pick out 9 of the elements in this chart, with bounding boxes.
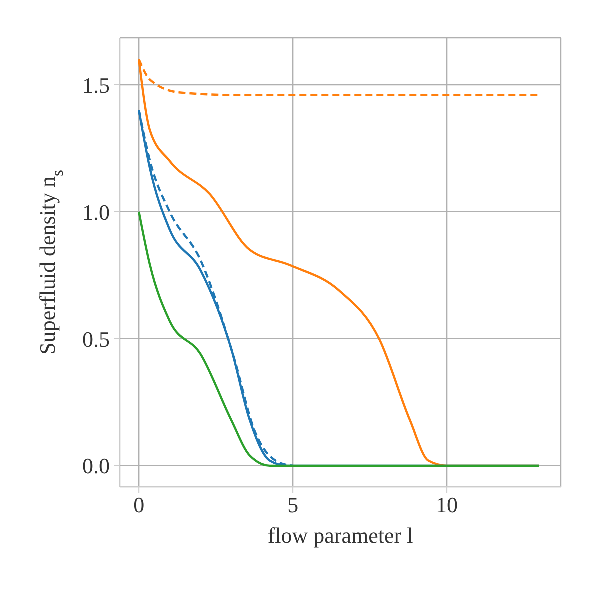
y-tick-label: 1.0	[82, 200, 110, 225]
y-tick-label: 1.5	[82, 72, 110, 98]
line-series	[138, 210, 541, 468]
y-tick-label: 0.5	[82, 326, 110, 352]
x-tick-label: 5	[288, 492, 299, 518]
x-axis-title: flow parameter l	[268, 523, 414, 548]
x-tick-label: 0	[134, 492, 145, 518]
y-tick-label: 0.0	[82, 454, 110, 479]
x-tick-label: 10	[436, 492, 458, 518]
